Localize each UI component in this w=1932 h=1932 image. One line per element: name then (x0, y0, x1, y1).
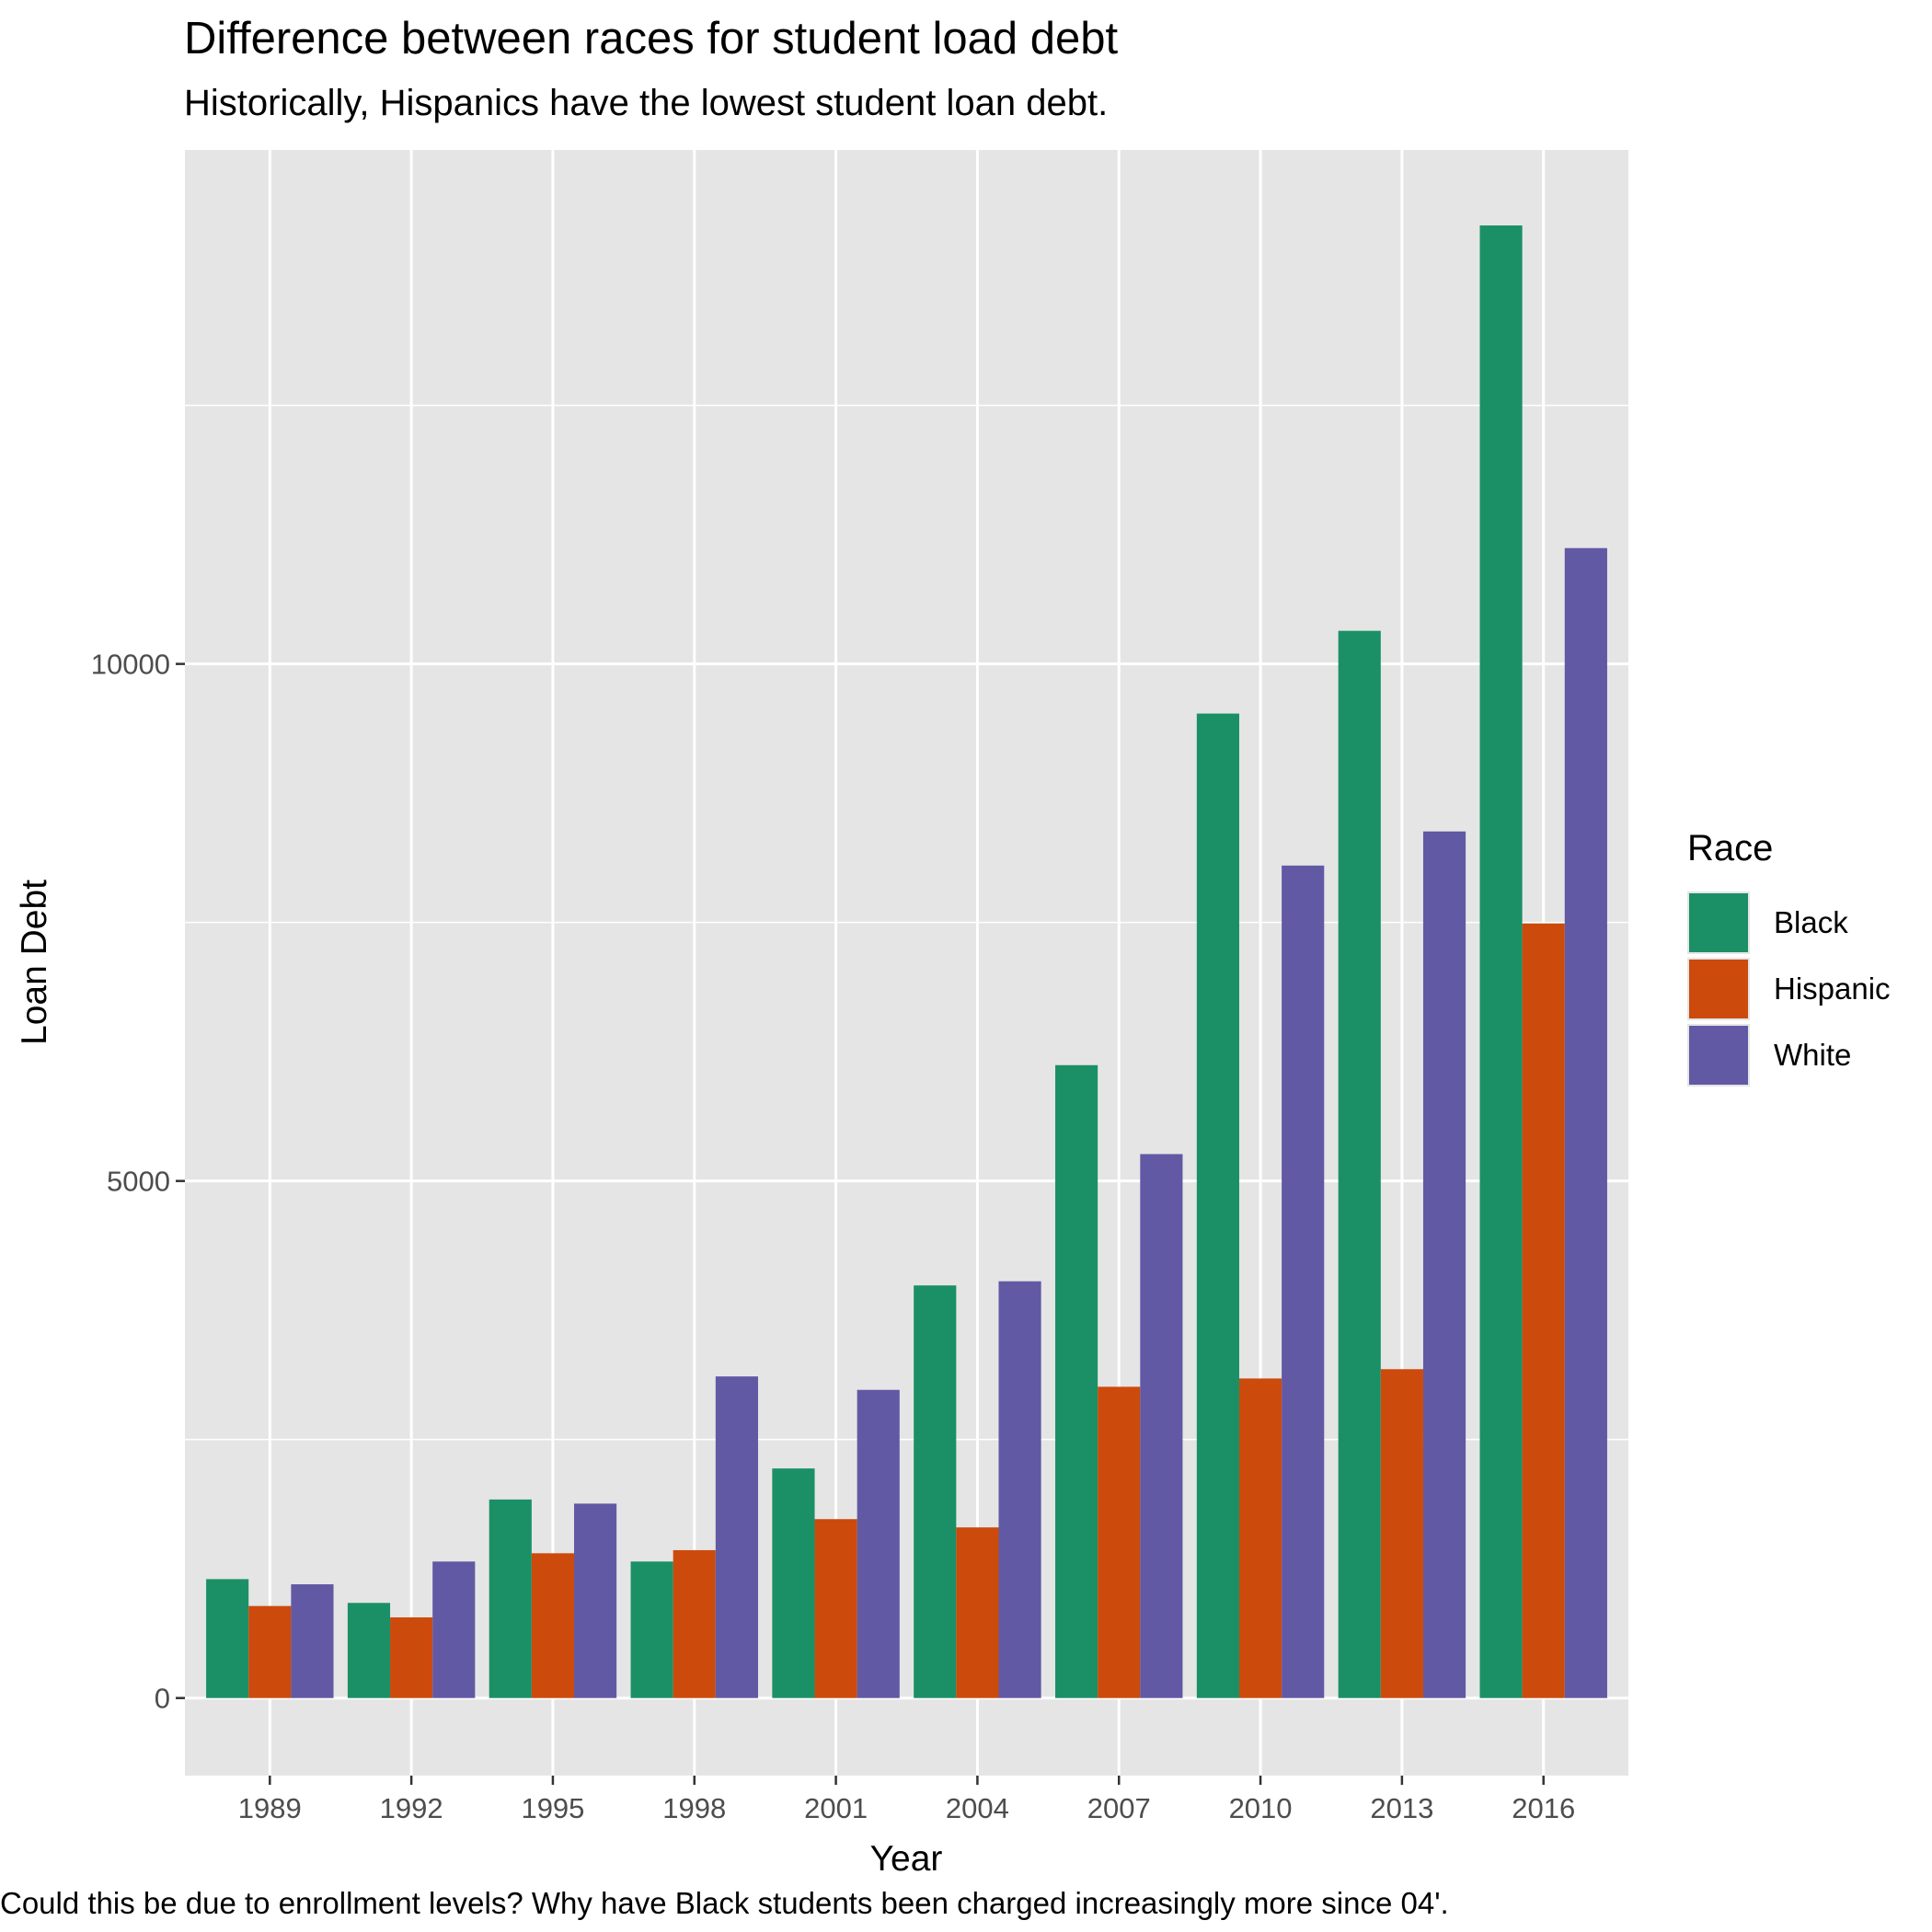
bar-black-2010 (1196, 713, 1239, 1698)
bar-white-1992 (432, 1561, 476, 1698)
bar-hispanic-1989 (248, 1605, 292, 1698)
bar-hispanic-2010 (1238, 1378, 1282, 1698)
bar-black-1995 (489, 1499, 532, 1698)
legend-swatch-white (1689, 1026, 1748, 1085)
bar-white-2004 (998, 1281, 1041, 1698)
x-tick-label: 1992 (380, 1792, 443, 1824)
bar-white-2016 (1564, 547, 1607, 1698)
y-tick-label: 10000 (91, 649, 170, 681)
x-tick-label: 1998 (662, 1792, 726, 1824)
y-tick-label: 0 (155, 1683, 170, 1715)
legend-label-white: White (1774, 1038, 1852, 1072)
x-tick-label: 1989 (238, 1792, 302, 1824)
bar-white-1995 (574, 1503, 617, 1698)
bar-hispanic-2001 (814, 1519, 857, 1698)
legend-item-hispanic: Hispanic (1687, 956, 1891, 1022)
axes: 0 5000 10000 1989 1992 1995 1998 2001 2004 2007 20… (91, 649, 1575, 1824)
bar-hispanic-1998 (673, 1549, 716, 1698)
x-axis-title: Year (870, 1839, 943, 1879)
legend-key-hispanic (1687, 958, 1750, 1020)
bar-black-2004 (914, 1285, 957, 1698)
bar-black-1992 (347, 1603, 391, 1698)
bar-black-2007 (1055, 1064, 1098, 1698)
chart-title: Difference between races for student loa… (184, 14, 1119, 63)
bar-black-1998 (630, 1561, 673, 1698)
legend-label-black: Black (1774, 905, 1848, 939)
legend-item-white: White (1687, 1022, 1891, 1088)
x-tick-label: 2013 (1370, 1792, 1433, 1824)
bar-hispanic-2007 (1098, 1386, 1141, 1698)
bar-black-1989 (206, 1579, 249, 1698)
legend-key-black (1687, 891, 1750, 954)
bar-hispanic-1995 (531, 1553, 575, 1698)
bar-hispanic-2013 (1380, 1369, 1423, 1698)
chart-caption: Could this be due to enrollment levels? … (0, 1886, 1449, 1920)
x-tick-label: 2007 (1087, 1792, 1151, 1824)
bar-hispanic-2004 (956, 1527, 999, 1698)
x-tick-label: 2010 (1229, 1792, 1293, 1824)
bars (206, 225, 1607, 1698)
y-tick-label: 5000 (107, 1166, 170, 1198)
chart-subtitle: Historically, Hispanics have the lowest … (184, 83, 1109, 123)
bar-white-2001 (857, 1389, 900, 1698)
legend-label-hispanic: Hispanic (1774, 972, 1891, 1006)
bar-white-1989 (291, 1584, 334, 1698)
x-tick-label: 2004 (946, 1792, 1009, 1824)
bar-white-2013 (1422, 831, 1466, 1698)
legend-swatch-black (1689, 893, 1748, 952)
bar-hispanic-1992 (390, 1617, 433, 1698)
bar-white-2010 (1282, 865, 1325, 1698)
legend-swatch-hispanic (1689, 960, 1748, 1018)
x-tick-label: 1995 (521, 1792, 584, 1824)
bar-white-2007 (1140, 1154, 1183, 1698)
legend-item-black: Black (1687, 890, 1891, 956)
x-tick-label: 2016 (1512, 1792, 1575, 1824)
legend: Race Black Hispanic White (1687, 828, 1891, 1088)
bar-white-1998 (715, 1376, 758, 1698)
bar-hispanic-2016 (1522, 923, 1565, 1698)
legend-key-white (1687, 1024, 1750, 1087)
y-axis-title: Loan Debt (15, 880, 54, 1045)
bar-black-2001 (772, 1468, 815, 1698)
legend-title: Race (1687, 828, 1774, 868)
bar-black-2013 (1338, 630, 1381, 1698)
bar-black-2016 (1479, 225, 1523, 1698)
x-tick-label: 2001 (804, 1792, 868, 1824)
